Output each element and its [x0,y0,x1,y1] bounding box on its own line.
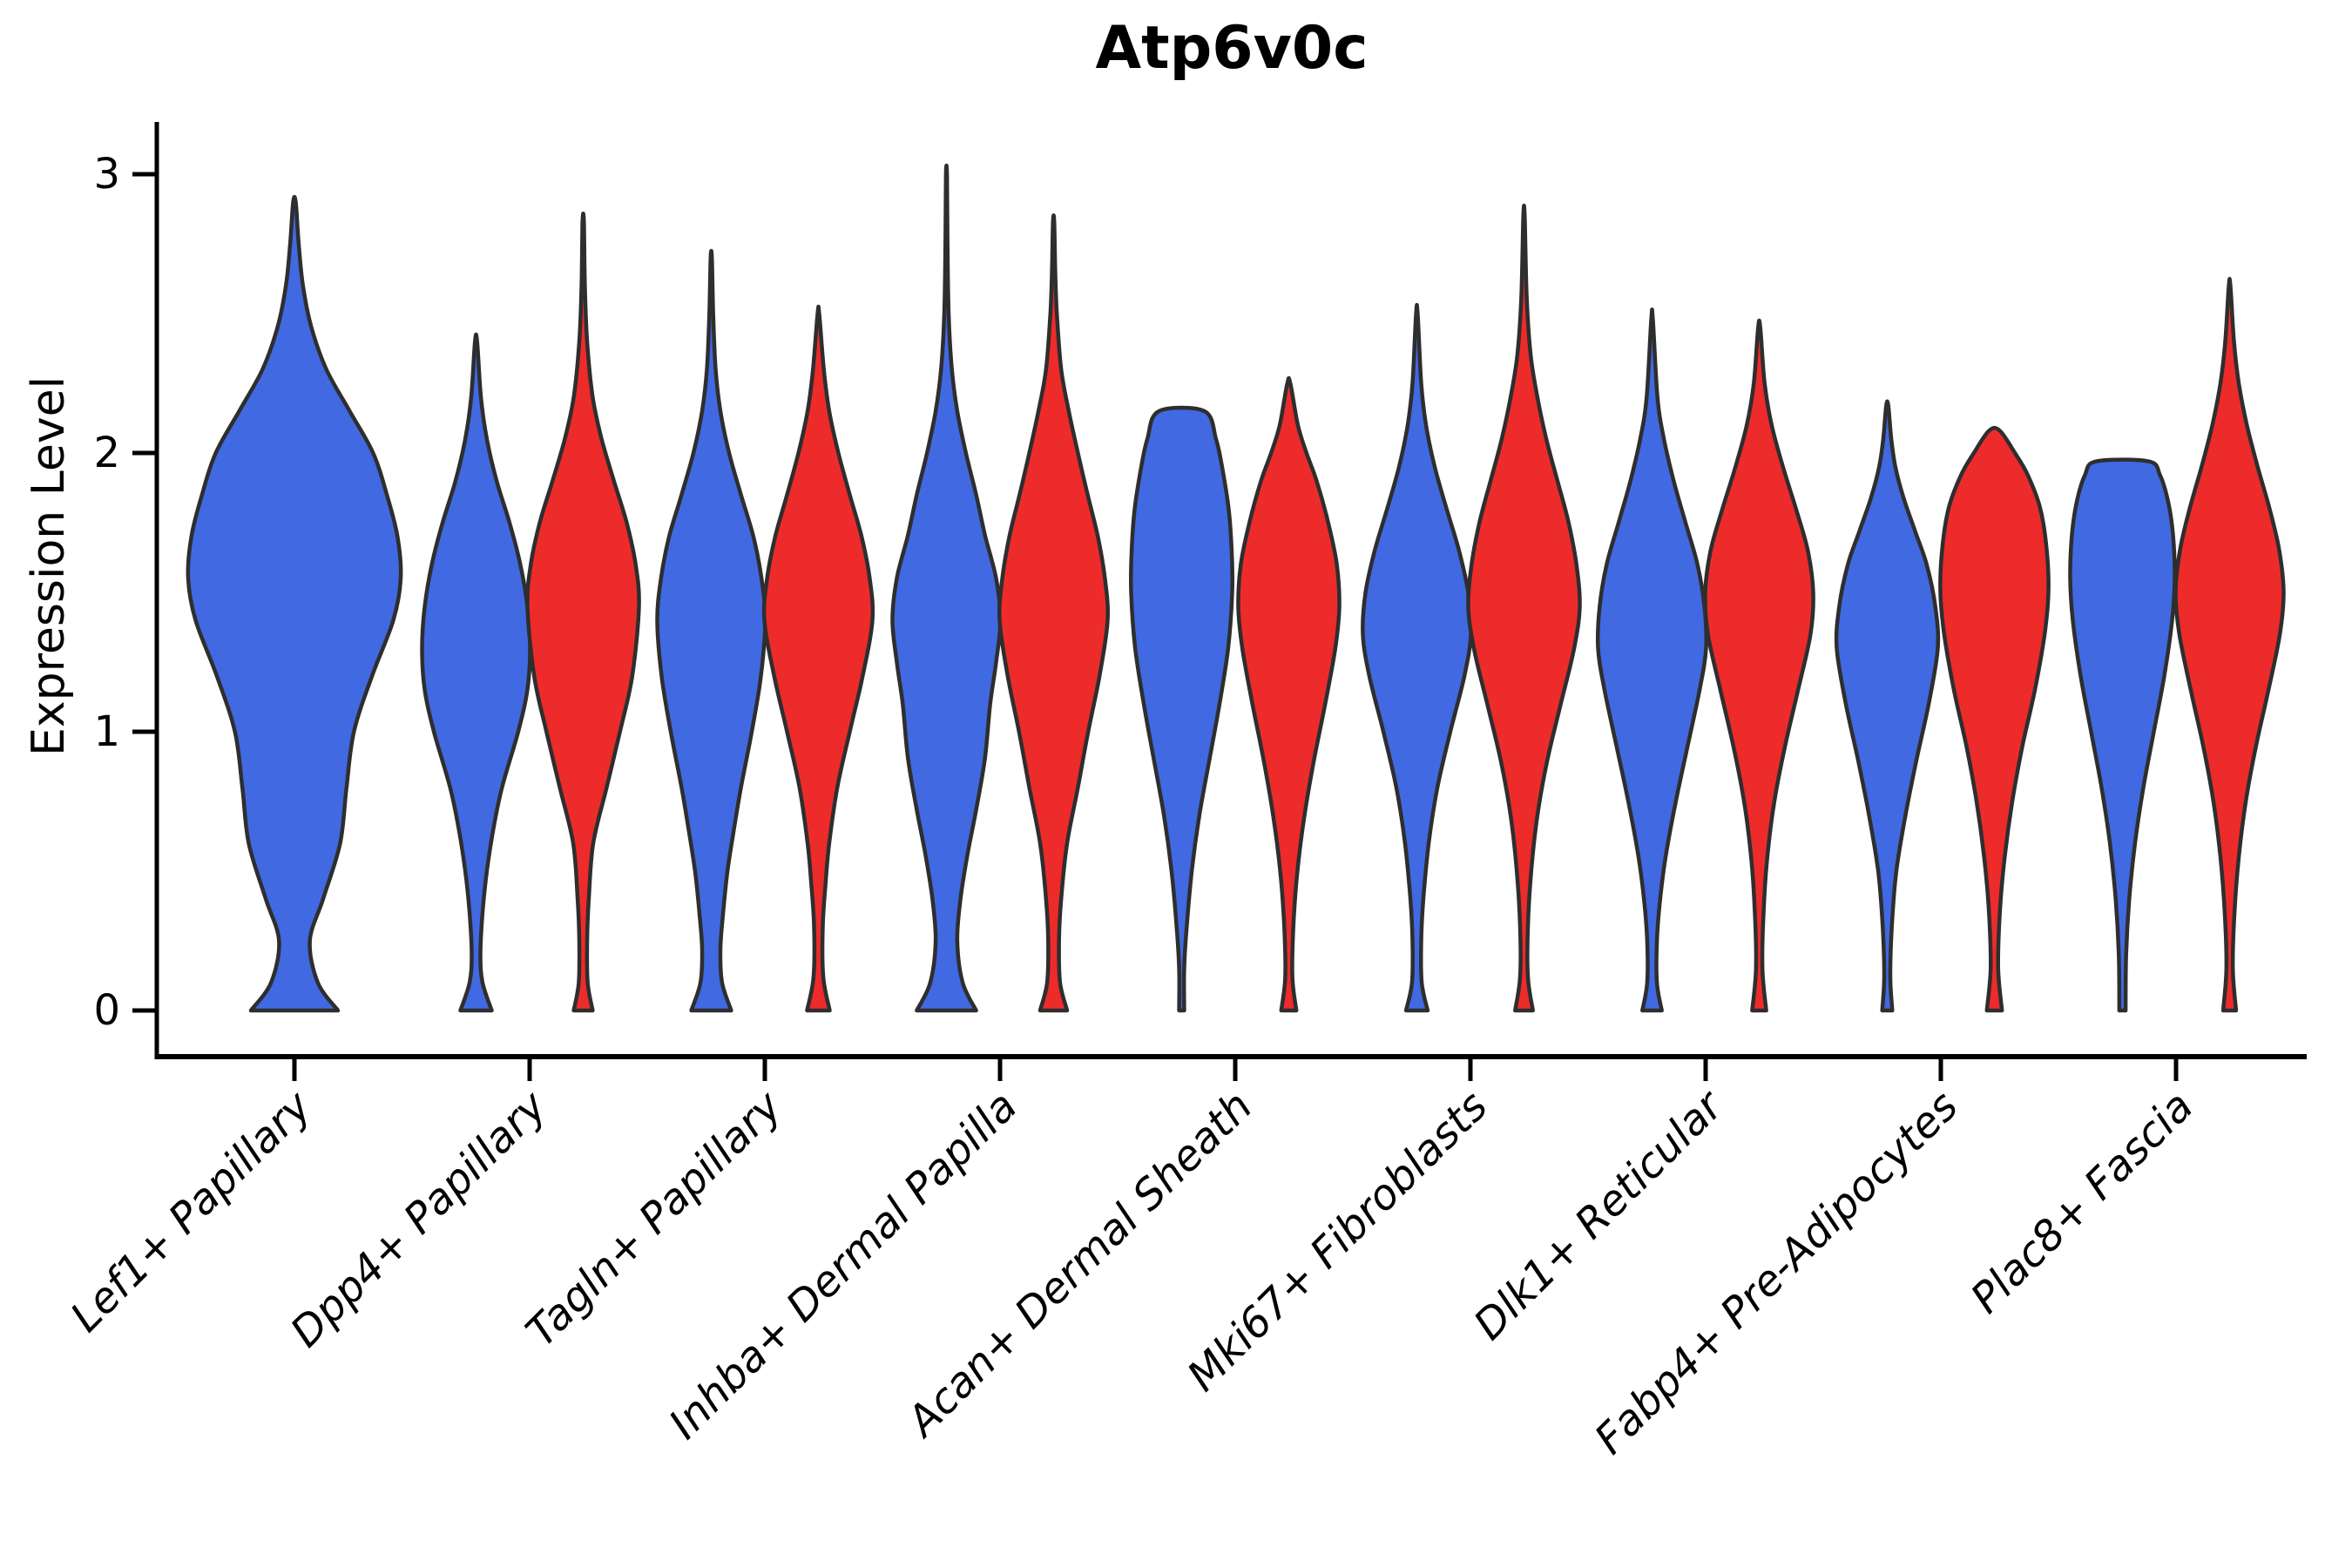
x-tick-label-tagln-papillary: Tagln+ Papillary [517,1081,792,1356]
violin-acan-dermal-sheath-blue [1128,405,1235,1013]
y-tick-label-2: 2 [93,429,120,477]
violin-dpp4-papillary-red [525,211,641,1013]
violin-lef1-papillary-blue [186,194,403,1013]
chart-title: Atp6v0c [1095,14,1369,83]
violin-tagln-papillary-blue [655,248,767,1013]
violin-fabp4-pre-adipocytes-red [1938,425,2051,1013]
violin-inhba-dermal-papilla-blue [890,163,1003,1013]
violin-fabp4-pre-adipocytes-blue [1834,399,1941,1013]
violin-plac8-fascia-blue [2068,457,2177,1013]
y-tick-label-1: 1 [93,707,120,756]
violin-mki67-fibroblasts-blue [1361,302,1473,1013]
violin-plac8-fascia-red [2173,276,2286,1013]
x-tick-label-plac8-fascia: Plac8+ Fascia [1962,1082,2203,1323]
violin-inhba-dermal-papilla-red [997,213,1110,1013]
x-tick-label-dlk1-reticular: Dlk1+ Reticular [1464,1080,1734,1350]
violin-dlk1-reticular-red [1703,318,1815,1013]
violin-dpp4-papillary-blue [420,332,532,1013]
y-tick-label-0: 0 [93,986,120,1035]
violin-tagln-papillary-red [761,304,875,1013]
x-tick-label-lef1-papillary: Lef1+ Papillary [61,1081,321,1342]
violin-mki67-fibroblasts-red [1466,203,1582,1013]
x-tick-label-dpp4-papillary: Dpp4+ Papillary [281,1081,557,1356]
violin-acan-dermal-sheath-red [1236,375,1342,1013]
violin-dlk1-reticular-blue [1595,307,1709,1013]
y-tick-label-3: 3 [93,150,120,199]
